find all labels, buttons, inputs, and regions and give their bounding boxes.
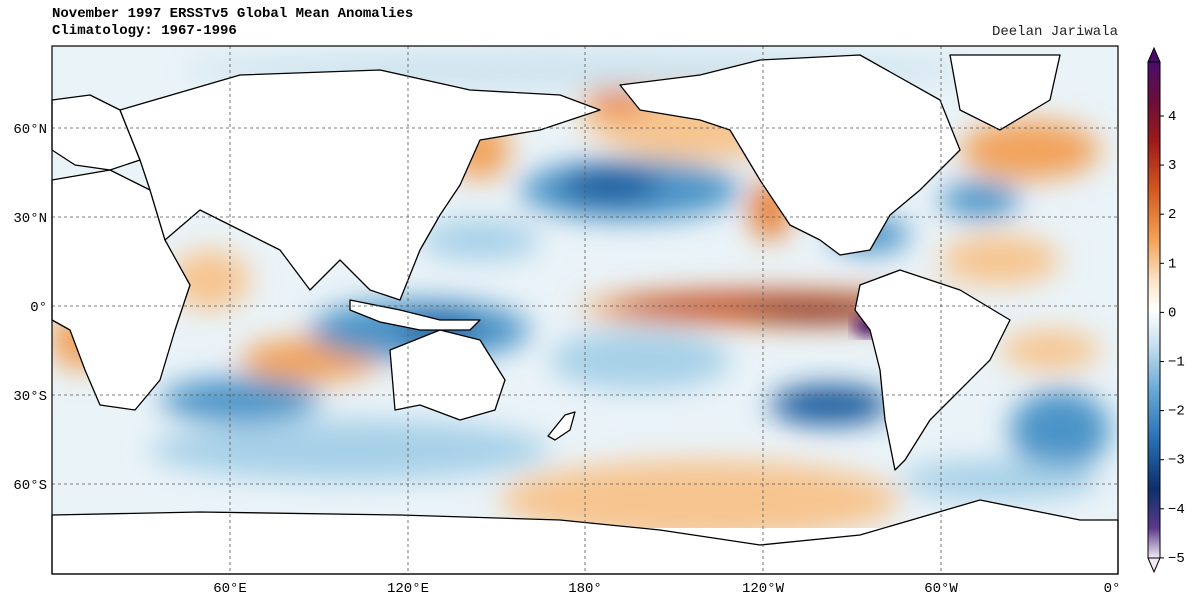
asia-land (119, 69, 601, 301)
greenland-land (949, 54, 1061, 131)
latitude-labels: 60°N 30°N 0° 30°S 60°S (13, 122, 47, 494)
south-america-land (854, 269, 1011, 471)
europe-land (51, 94, 141, 171)
colorbar-tick-label: −3 (1168, 453, 1185, 469)
longitude-labels: 60°E 120°E 180° 120°W 60°W 0° (213, 581, 1120, 597)
lat-label-60n: 60°N (13, 122, 47, 138)
colorbar-tick-label: −1 (1168, 355, 1185, 371)
colorbar-tick-label: 3 (1168, 158, 1176, 174)
colorbar-tick-label: −4 (1168, 502, 1185, 518)
lon-label-180: 180° (568, 581, 602, 597)
colorbar-tick-label: 2 (1168, 207, 1176, 223)
colorbar-tick-label: 0 (1168, 305, 1176, 321)
lon-label-60w: 60°W (924, 581, 958, 597)
colorbar-tick-label: 1 (1168, 256, 1176, 272)
australia-land (389, 329, 506, 421)
new-zealand-land (547, 411, 576, 441)
title-line-2: Climatology: 1967-1996 (52, 23, 237, 39)
colorbar-gradient (1147, 61, 1161, 559)
lon-label-120e: 120°E (387, 581, 429, 597)
colorbar: 4 3 2 1 0 −1 −2 −3 −4 −5 (1147, 46, 1185, 574)
colorbar-tick-label: −5 (1168, 551, 1185, 567)
map-title: November 1997 ERSSTv5 Global Mean Anomal… (52, 6, 413, 40)
lat-label-eq: 0° (30, 300, 47, 316)
lon-label-120w: 120°W (742, 581, 785, 597)
colorbar-min-arrow (1147, 557, 1161, 574)
north-america-land (619, 54, 961, 256)
author-credit: Deelan Jariwala (991, 24, 1118, 40)
colorbar-max-arrow (1147, 46, 1161, 63)
title-line-1: November 1997 ERSSTv5 Global Mean Anomal… (52, 6, 414, 22)
lat-label-30n: 30°N (13, 211, 47, 227)
lat-label-30s: 30°S (13, 389, 47, 405)
continents (51, 54, 1119, 575)
map-frame (51, 45, 1119, 575)
indonesia-land (349, 299, 481, 331)
lat-label-60s: 60°S (13, 478, 47, 494)
lon-label-0: 0° (1104, 581, 1121, 597)
colorbar-tick-label: −2 (1168, 404, 1185, 420)
graticule (52, 46, 1118, 574)
colorbar-tick-label: 4 (1168, 109, 1176, 125)
lon-label-60e: 60°E (213, 581, 247, 597)
